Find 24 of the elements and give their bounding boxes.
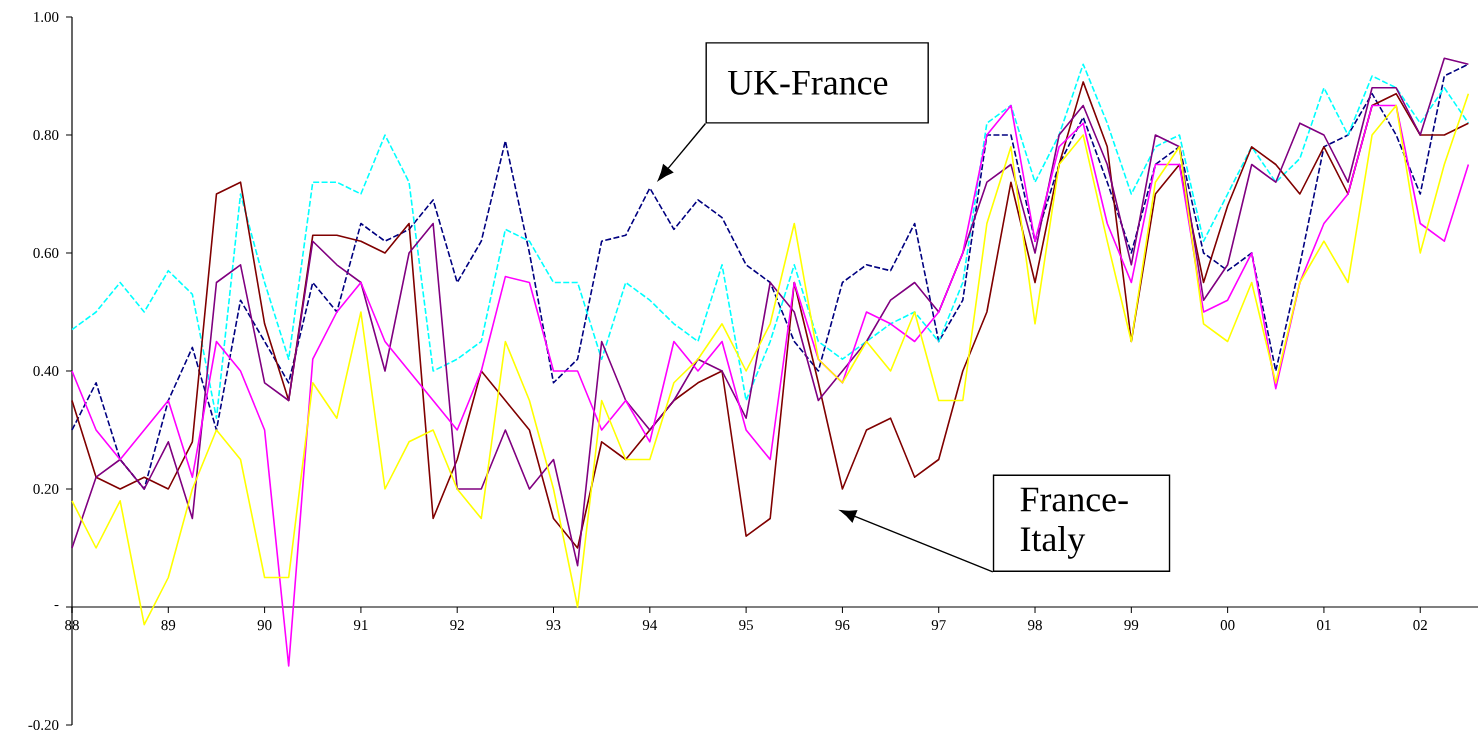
x-tick-label: 89 [161, 620, 176, 631]
x-tick-label: 00 [1220, 620, 1235, 631]
x-tick-label: 02 [1413, 620, 1427, 631]
x-tick-label: 90 [257, 620, 272, 631]
annotation: France-Italy [1020, 487, 1128, 559]
x-tick-label: 01 [1317, 620, 1331, 631]
annotation: UK-France [727, 70, 888, 95]
x-tick-label: 93 [546, 620, 561, 631]
x-tick-label: 97 [931, 620, 946, 631]
y-tick-label: 0.80 [33, 129, 59, 141]
x-tick-label: 91 [353, 620, 368, 631]
y-tick-label: -0.20 [28, 719, 59, 731]
x-tick-label: 94 [642, 620, 658, 631]
line-series [71, 63, 1470, 419]
x-tick-label: 92 [450, 620, 464, 631]
y-tick-label: 0.40 [33, 365, 59, 377]
x-tick-label: 96 [835, 620, 850, 631]
x-tick-label: 98 [1028, 620, 1042, 631]
x-tick-label: 95 [739, 620, 753, 631]
x-tick-label: 99 [1124, 620, 1139, 631]
y-tick-label: 0.20 [33, 483, 59, 495]
y-tick-label: 0.60 [33, 247, 59, 259]
y-tick-label: 1.00 [34, 11, 59, 23]
y-tick-label: - [54, 604, 59, 607]
